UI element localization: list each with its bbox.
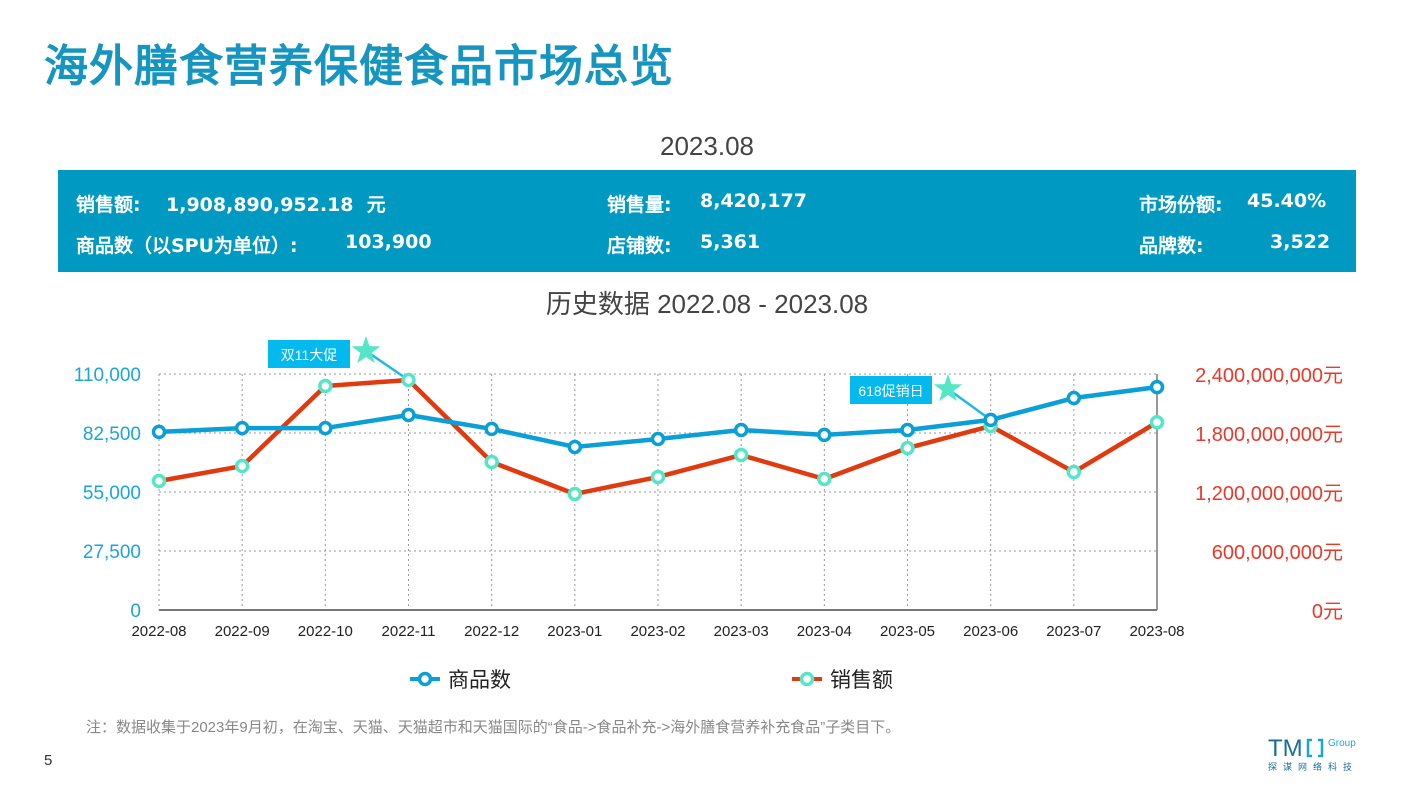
right-tick-label: 600,000,000元 <box>1212 542 1343 564</box>
x-tick-label: 2023-08 <box>1129 623 1184 640</box>
right-tick-label: 1,200,000,000元 <box>1195 483 1343 505</box>
data-point-spu <box>900 422 915 438</box>
data-point-spu <box>484 421 499 437</box>
x-tick-label: 2023-01 <box>547 623 602 640</box>
tmo-group-logo: TM Group 探谋网络科技 <box>1268 735 1358 773</box>
x-tick-label: 2022-08 <box>131 623 186 640</box>
left-tick-label: 0 <box>130 601 141 622</box>
data-point-sales <box>151 473 167 489</box>
star-icon <box>351 336 381 364</box>
legend-item-sales[interactable]: 销售额 <box>792 664 893 694</box>
data-point-sales <box>401 372 416 388</box>
brands-value: 3,522 <box>1270 231 1331 253</box>
data-point-spu <box>983 412 998 428</box>
period-label: 2023.08 <box>660 131 754 161</box>
svg-text:TM: TM <box>1268 735 1303 762</box>
data-point-spu <box>1066 390 1082 406</box>
spu-value: 103,900 <box>345 231 432 253</box>
data-point-sales <box>900 440 915 456</box>
right-tick-label: 0元 <box>1312 601 1343 623</box>
share-value: 45.40% <box>1247 190 1327 212</box>
sales-label: 销售额: <box>76 194 141 216</box>
data-point-sales <box>1066 464 1082 480</box>
x-tick-label: 2023-02 <box>630 623 685 640</box>
x-tick-label: 2022-12 <box>464 623 519 640</box>
data-point-sales <box>318 378 333 394</box>
left-tick-label: 55,000 <box>83 483 141 504</box>
legend-label-spu: 商品数 <box>448 669 511 692</box>
page-title: 海外膳食营养保健食品市场总览 <box>44 41 674 92</box>
footnote: 注：数据收集于2023年9月初，在淘宝、天猫、天猫超市和天猫国际的“食品->食品… <box>86 719 901 736</box>
legend-marker-sales <box>792 671 822 687</box>
data-point-spu <box>234 420 250 436</box>
kpi-banner: 销售额: 1,908,890,952.18 元 销售量: 8,420,177 市… <box>58 170 1356 272</box>
data-point-spu <box>733 422 749 438</box>
left-tick-label: 110,000 <box>74 365 141 386</box>
x-tick-label: 2023-07 <box>1046 623 1101 640</box>
x-tick-label: 2023-03 <box>714 623 769 640</box>
data-point-spu <box>151 424 167 440</box>
brands-label: 品牌数: <box>1139 235 1204 257</box>
share-label: 市场份额: <box>1139 194 1223 216</box>
legend-item-spu[interactable]: 商品数 <box>410 664 511 694</box>
annotation-leader <box>947 387 992 421</box>
x-tick-label: 2023-04 <box>797 623 852 640</box>
data-point-sales <box>567 486 583 502</box>
page-number: 5 <box>44 752 53 769</box>
data-point-sales <box>234 458 250 474</box>
svg-text:探谋网络科技: 探谋网络科技 <box>1268 761 1358 773</box>
spu-label: 商品数（以SPU为单位）: <box>76 235 298 257</box>
volume-label: 销售量: <box>607 194 672 216</box>
data-point-spu <box>567 439 583 455</box>
annotation-leader <box>365 349 410 382</box>
sales-value: 1,908,890,952.18 元 <box>166 194 386 216</box>
data-point-spu <box>817 427 832 443</box>
left-tick-label: 27,500 <box>83 542 141 563</box>
right-tick-label: 1,800,000,000元 <box>1195 424 1343 446</box>
star-icon <box>933 374 963 402</box>
data-point-sales <box>1149 415 1165 430</box>
data-point-sales <box>817 471 832 487</box>
annotation-label: 618促销日 <box>858 383 923 399</box>
annotation-box <box>850 376 932 404</box>
x-tick-label: 2022-11 <box>382 623 436 640</box>
data-point-spu <box>318 420 333 436</box>
stores-value: 5,361 <box>700 231 761 253</box>
legend-marker-spu <box>410 671 440 687</box>
data-point-spu <box>650 431 666 447</box>
left-tick-label: 82,500 <box>83 424 141 445</box>
annotation-label: 双11大促 <box>281 347 338 363</box>
legend-label-sales: 销售额 <box>830 669 893 692</box>
stores-label: 店铺数: <box>607 235 672 257</box>
data-point-spu <box>401 407 416 423</box>
data-point-sales <box>733 447 749 463</box>
annotation-box <box>268 340 350 368</box>
data-point-sales <box>484 454 499 470</box>
data-point-sales <box>650 469 666 485</box>
history-title: 历史数据 2022.08 - 2023.08 <box>545 289 869 319</box>
x-tick-label: 2023-05 <box>880 623 935 640</box>
x-tick-label: 2022-09 <box>215 623 270 640</box>
volume-value: 8,420,177 <box>700 190 807 212</box>
x-tick-label: 2023-06 <box>963 623 1018 640</box>
data-point-spu <box>1149 379 1165 395</box>
right-tick-label: 2,400,000,000元 <box>1195 365 1343 387</box>
svg-text:Group: Group <box>1328 738 1356 749</box>
x-tick-label: 2022-10 <box>298 623 353 640</box>
